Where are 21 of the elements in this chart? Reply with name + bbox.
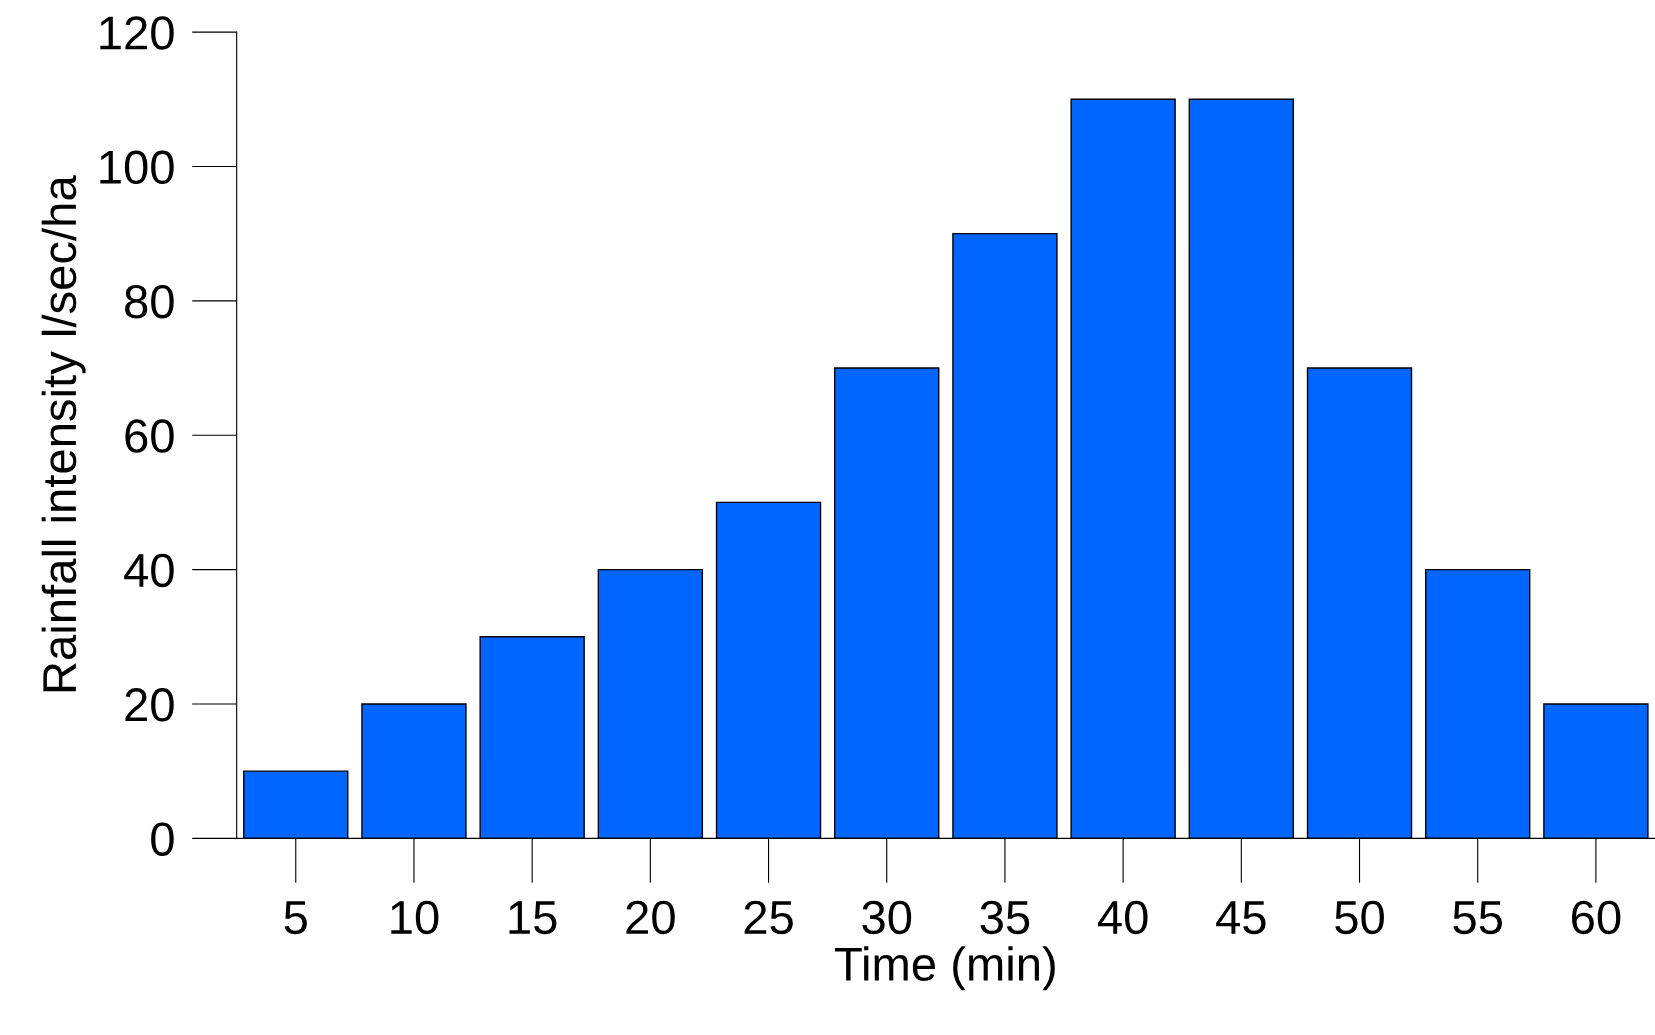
y-tick-label: 100	[100, 150, 174, 185]
x-tick-label: 50	[1335, 900, 1384, 935]
x-tick-label: 60	[1572, 900, 1621, 935]
x-tick-label: 20	[626, 900, 675, 935]
x-tick-label: 40	[1097, 900, 1148, 935]
y-tick-label: 60	[125, 419, 174, 453]
x-tick-label: 15	[509, 901, 557, 935]
x-tick-label: 5	[284, 901, 307, 935]
x-tick-label: 55	[1453, 901, 1502, 935]
x-tick-label: 10	[391, 900, 439, 935]
x-tick-label: 35	[980, 900, 1030, 935]
x-tick-label: 25	[744, 900, 793, 935]
y-tick-label: 20	[125, 688, 174, 722]
x-tick-label: 45	[1216, 901, 1266, 935]
y-tick-label: 40	[124, 553, 174, 588]
y-tick-label: 0	[151, 822, 174, 856]
y-tick-label: 120	[100, 16, 174, 50]
x-tick-label: 30	[862, 900, 912, 935]
y-axis-title: Rainfall intensity l/sec/ha	[41, 175, 86, 692]
y-tick-label: 80	[125, 284, 174, 319]
x-axis-title: Time (min)	[834, 946, 1055, 991]
